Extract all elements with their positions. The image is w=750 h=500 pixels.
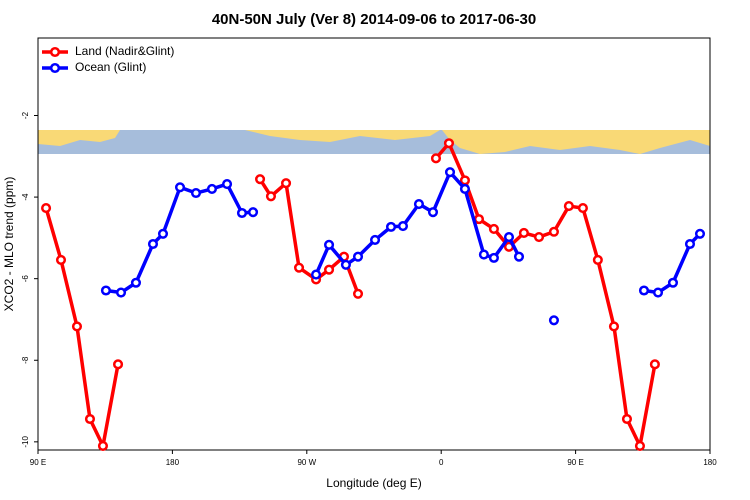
- chart-title: 40N-50N July (Ver 8) 2014-09-06 to 2017-…: [212, 11, 536, 28]
- data-point: [340, 259, 351, 270]
- data-point: [427, 207, 439, 218]
- data-point: [488, 252, 499, 263]
- data-point: [41, 203, 52, 214]
- data-point: [97, 440, 109, 451]
- legend-label: Land (Nadir&Glint): [75, 44, 174, 58]
- data-point: [280, 178, 292, 189]
- data-point: [649, 359, 660, 370]
- data-point: [265, 191, 277, 202]
- data-point: [443, 138, 455, 149]
- map-strip: [38, 130, 710, 154]
- legend-marker: [49, 46, 61, 58]
- data-point: [608, 321, 620, 332]
- data-point: [112, 359, 124, 370]
- data-point: [174, 182, 186, 193]
- data-point: [324, 239, 335, 250]
- y-axis-label: XCO2 - MLO trend (ppm): [2, 177, 16, 312]
- data-point: [533, 232, 545, 243]
- series-line: [434, 141, 657, 448]
- x-tick-label: 180: [166, 458, 180, 467]
- data-point: [100, 285, 111, 296]
- x-tick-label: 90 E: [30, 458, 46, 467]
- data-point: [548, 315, 559, 326]
- data-point: [694, 228, 706, 239]
- data-point: [444, 167, 456, 178]
- data-point: [621, 413, 633, 425]
- data-point: [563, 201, 574, 212]
- data-point: [667, 277, 679, 288]
- data-point: [488, 223, 499, 234]
- data-point: [684, 238, 696, 250]
- data-point: [503, 232, 515, 243]
- data-point: [413, 198, 424, 210]
- data-point: [130, 277, 142, 288]
- x-axis-label: Longitude (deg E): [326, 476, 421, 490]
- data-point: [459, 175, 470, 186]
- data-point: [459, 183, 470, 194]
- y-tick-label: -2: [21, 111, 30, 119]
- data-point: [311, 269, 322, 280]
- data-point: [473, 214, 485, 225]
- data-point: [352, 288, 364, 299]
- data-point: [84, 413, 96, 425]
- legend-label: Ocean (Glint): [75, 60, 146, 74]
- data-point: [652, 287, 664, 298]
- data-point: [236, 207, 248, 219]
- data-point: [255, 174, 266, 185]
- y-tick-label: -4: [21, 193, 30, 201]
- data-point: [324, 264, 335, 275]
- data-point: [478, 249, 489, 260]
- y-tick-label: -6: [21, 275, 30, 283]
- y-tick-label: -8: [21, 356, 30, 364]
- data-point: [55, 254, 67, 265]
- data-point: [147, 238, 159, 250]
- data-point: [157, 228, 169, 239]
- data-point: [430, 153, 442, 164]
- data-point: [190, 187, 202, 199]
- data-point: [352, 251, 364, 262]
- data-point: [397, 221, 409, 232]
- data-point: [222, 178, 233, 190]
- data-point: [638, 285, 650, 296]
- data-point: [577, 203, 588, 214]
- x-tick-label: 180: [703, 458, 717, 467]
- legend-marker: [49, 62, 61, 74]
- y-tick-label: -10: [21, 436, 30, 448]
- x-tick-label: 0: [439, 458, 444, 467]
- plot-frame: [37, 37, 711, 451]
- data-point: [247, 207, 259, 218]
- series-line: [105, 182, 254, 295]
- x-tick-label: 90 E: [567, 458, 583, 467]
- data-point: [369, 234, 381, 245]
- data-point: [513, 251, 525, 262]
- data-point: [71, 321, 83, 332]
- data-point: [293, 262, 305, 273]
- x-tick-label: 90 W: [297, 458, 316, 467]
- data-point: [518, 227, 529, 239]
- series-line: [44, 207, 120, 448]
- data-point: [115, 287, 127, 298]
- data-point: [385, 221, 397, 232]
- data-point: [592, 254, 603, 265]
- data-point: [206, 183, 218, 194]
- data-point: [634, 440, 646, 451]
- data-point: [548, 226, 559, 237]
